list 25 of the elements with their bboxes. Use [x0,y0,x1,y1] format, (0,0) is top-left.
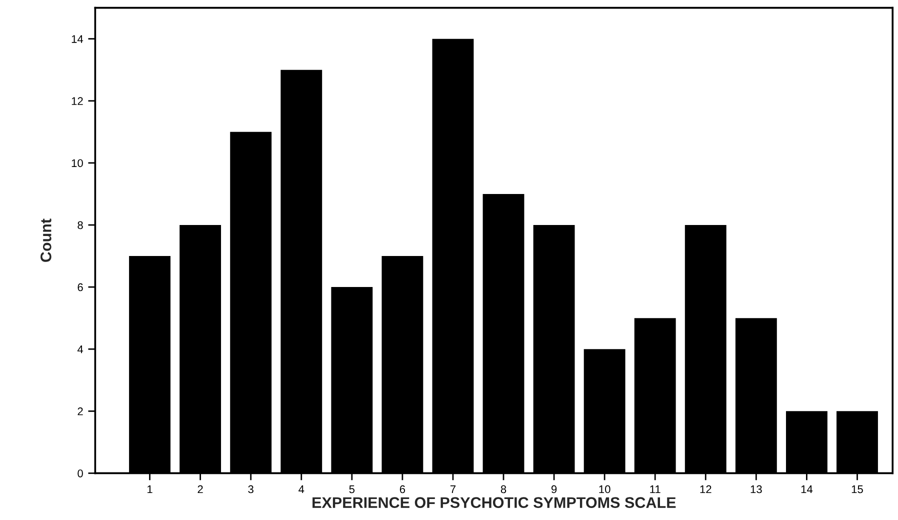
y-axis-title: Count [40,218,52,262]
x-tick-label: 4 [298,485,304,494]
x-tick-label: 7 [450,485,456,494]
y-tick-label: 10 [72,159,83,168]
x-axis-title: EXPERIENCE OF PSYCHOTIC SYMPTOMS SCALE [312,497,676,508]
x-tick-label: 14 [801,485,813,494]
x-tick-label: 1 [148,485,152,494]
y-tick-label: 12 [72,97,83,105]
x-tick-label: 3 [248,485,254,494]
x-tick-label: 6 [400,485,406,494]
x-tick-label: 15 [852,485,863,494]
y-tick-label: 6 [78,283,83,292]
x-tick-label: 5 [349,485,355,494]
y-tick-label: 2 [78,407,83,416]
y-tick-label: 14 [72,35,84,43]
y-tick-label: 8 [78,221,83,230]
x-tick-label: 13 [750,485,762,494]
x-tick-label: 11 [650,485,660,494]
y-tick-label: 4 [77,345,84,354]
x-tick-label: 12 [700,485,712,494]
x-tick-label: 10 [599,485,610,494]
x-tick-label: 2 [198,485,203,494]
x-tick-label: 9 [551,485,557,494]
x-tick-label: 8 [500,485,506,494]
y-tick-label: 0 [78,469,83,478]
